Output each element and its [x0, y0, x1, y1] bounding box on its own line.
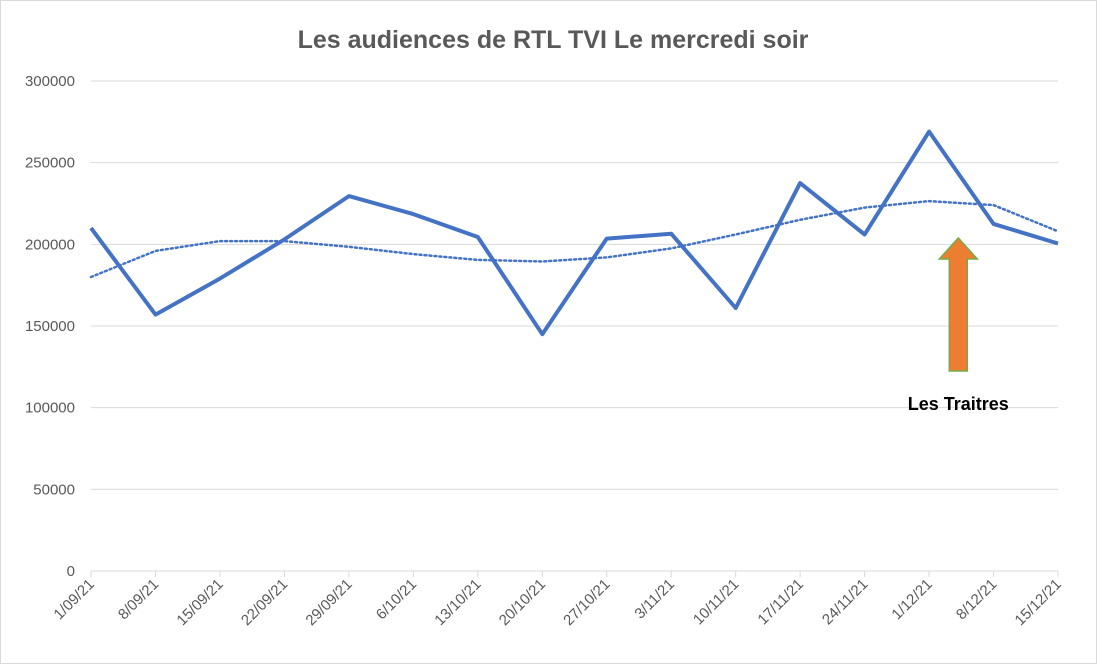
x-tick-label: 1/09/21	[50, 576, 97, 623]
y-tick-label: 150000	[25, 318, 75, 335]
y-tick-label: 250000	[25, 155, 75, 172]
x-tick-label: 10/11/21	[690, 576, 743, 629]
annotation-label: Les Traitres	[908, 394, 1009, 414]
x-tick-label: 15/12/21	[1012, 576, 1065, 629]
x-tick-label: 1/12/21	[888, 576, 935, 623]
y-tick-label: 0	[67, 563, 75, 580]
y-tick-label: 100000	[25, 400, 75, 417]
series-lines	[89, 129, 1060, 337]
y-tick-label: 50000	[33, 481, 75, 498]
x-tick-label: 3/11/21	[631, 576, 678, 623]
x-tick-label: 20/10/21	[496, 576, 549, 629]
x-tick-label: 22/09/21	[238, 576, 291, 629]
gridlines	[91, 80, 1058, 490]
x-tick-label: 8/12/21	[953, 576, 1000, 623]
x-tick-label: 6/10/21	[373, 576, 420, 623]
x-tick-label: 27/10/21	[560, 576, 613, 629]
chart-title: Les audiences de RTL TVI Le mercredi soi…	[298, 26, 809, 54]
x-tick-label: 17/11/21	[754, 576, 807, 629]
trendline-series	[89, 199, 1060, 279]
x-axis	[90, 570, 1059, 577]
x-tick-label: 24/11/21	[819, 576, 872, 629]
x-axis-tick-labels: 1/09/21 8/09/21 15/09/21 22/09/21 29/09/21 6/…	[50, 576, 1064, 629]
y-tick-label: 200000	[25, 236, 75, 253]
annotation: Les Traitres	[908, 236, 1009, 414]
y-tick-label: 300000	[25, 73, 75, 90]
x-tick-label: 8/09/21	[115, 576, 162, 623]
y-axis-tick-labels: 0 50000 100000 150000 200000 250000 300000	[25, 73, 75, 580]
x-tick-label: 15/09/21	[173, 576, 226, 629]
x-tick-label: 29/09/21	[302, 576, 355, 629]
x-tick-label: 13/10/21	[431, 576, 484, 629]
audience-series-line	[89, 129, 1059, 337]
up-arrow-icon	[937, 236, 979, 372]
